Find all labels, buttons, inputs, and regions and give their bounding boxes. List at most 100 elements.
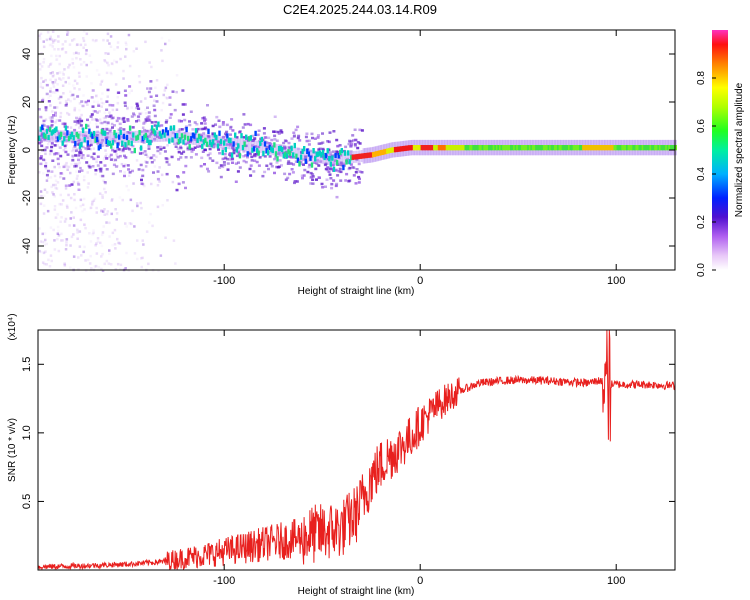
spectrogram-cloud-cell: [45, 173, 49, 177]
spectrogram-ridge-halo: [102, 131, 105, 144]
spectrogram-cloud-cell: [206, 144, 210, 148]
spectrogram-cloud-cell: [311, 136, 314, 140]
spectrogram-ridge-cell: [317, 151, 320, 157]
spectrogram-noise-cell: [104, 182, 107, 185]
spectrogram-ridge-cell: [635, 145, 638, 151]
spectrogram-cloud-cell: [44, 106, 48, 109]
spectrogram-ridge-cell: [605, 145, 608, 151]
spectrogram-cloud-cell: [80, 100, 84, 103]
spectrogram-cloud-cell: [147, 135, 151, 138]
spectrogram-noise-cell: [76, 237, 79, 240]
spectrogram-noise-cell: [160, 173, 164, 177]
spectrogram-noise-cell: [90, 267, 93, 270]
spectrogram-noise-cell: [100, 244, 104, 248]
spectrogram-ridge-cell: [575, 145, 579, 151]
spectrogram-noise-cell: [144, 108, 147, 111]
spectrogram-cloud-cell: [224, 132, 227, 136]
spectrogram-ridge-cell: [372, 152, 375, 158]
spectrogram-ridge-halo: [259, 141, 262, 154]
spectrogram-cloud-cell: [358, 177, 361, 181]
spectrogram-ridge-cell: [434, 145, 438, 151]
spectrogram-noise-cell: [144, 40, 147, 44]
spectrogram-ridge-cell: [571, 145, 574, 151]
spectrogram-ridge-halo: [111, 131, 114, 144]
spectrogram-noise-cell: [39, 82, 43, 85]
spectrogram-cloud-cell: [64, 150, 68, 154]
spectrogram-noise-cell: [160, 108, 163, 112]
spectrogram-cloud-cell: [317, 164, 321, 167]
spectrogram-cloud-cell: [251, 144, 254, 147]
spectrogram-cloud-cell: [345, 172, 349, 176]
spectrogram-noise-cell: [64, 187, 68, 190]
spectrogram-y-tick-label: -40: [21, 238, 33, 254]
spectrogram-noise-cell: [71, 39, 74, 42]
spectrogram-ridge-cell: [108, 140, 111, 147]
spectrogram-noise-cell: [107, 52, 110, 55]
spectrogram-cloud-cell: [286, 162, 290, 165]
spectrogram-cloud-cell: [265, 145, 269, 149]
spectrogram-cloud-cell: [101, 174, 105, 178]
spectrogram-ridge-cell: [229, 137, 232, 144]
spectrogram-ridge-cell: [293, 142, 296, 149]
spectrogram-ridge-cell: [483, 145, 486, 151]
spectrogram-cloud-cell: [296, 136, 300, 140]
spectrogram-cloud-cell: [301, 176, 304, 180]
spectrogram-noise-cell: [41, 97, 45, 101]
spectrogram-ridge-cell: [558, 145, 561, 151]
spectrogram-ridge-cell: [227, 137, 231, 143]
spectrogram-cloud-cell: [230, 118, 234, 121]
spectrogram-cloud-cell: [177, 119, 181, 122]
spectrogram-ridge-cell: [527, 145, 530, 151]
spectrogram-noise-cell: [100, 97, 103, 101]
spectrogram-noise-cell: [175, 90, 178, 94]
spectrogram-cloud-cell: [147, 115, 151, 118]
spectrogram-noise-cell: [46, 142, 50, 146]
spectrogram-noise-cell: [102, 102, 105, 105]
spectrogram-cloud-cell: [177, 130, 181, 133]
spectrogram-noise-cell: [98, 110, 101, 113]
spectrogram-cloud-cell: [106, 121, 110, 124]
spectrogram-ridge-cell: [383, 149, 386, 155]
spectrogram-noise-cell: [148, 221, 151, 224]
spectrogram-ridge-cell: [279, 145, 282, 152]
spectrogram-ridge-halo: [194, 133, 197, 146]
spectrogram-noise-cell: [52, 228, 55, 232]
spectrogram-noise-cell: [61, 239, 64, 242]
spectrogram-ridge-cell: [124, 142, 127, 148]
spectrogram-noise-cell: [66, 111, 69, 115]
spectrogram-noise-cell: [57, 234, 61, 237]
spectrogram-cloud-cell: [190, 147, 193, 151]
spectrogram-noise-cell: [41, 232, 44, 236]
spectrogram-cloud-cell: [61, 122, 65, 126]
spectrogram-noise-cell: [65, 30, 69, 33]
spectrogram-cloud-cell: [94, 169, 98, 172]
spectrogram-noise-cell: [55, 54, 58, 58]
spectrogram-ridge-halo: [304, 149, 307, 162]
spectrogram-cloud-cell: [150, 156, 154, 159]
spectrogram-noise-cell: [86, 136, 90, 140]
spectrogram-ridge-cell: [39, 126, 42, 132]
spectrogram-cloud-cell: [77, 188, 81, 191]
spectrogram-noise-cell: [61, 47, 65, 50]
spectrogram-ridge-cell: [332, 166, 336, 172]
spectrogram-cloud-cell: [57, 162, 60, 166]
spectrogram-noise-cell: [63, 163, 67, 167]
spectrogram-noise-cell: [84, 43, 87, 46]
spectrogram-cloud-cell: [243, 140, 247, 143]
spectrogram-ridge-cell: [585, 145, 588, 151]
spectrogram-noise-cell: [148, 91, 151, 95]
spectrogram-ridge-cell: [307, 151, 311, 157]
spectrogram-cloud-cell: [143, 120, 147, 124]
spectrogram-ridge-cell: [133, 147, 136, 154]
spectrogram-cloud-cell: [58, 119, 62, 122]
spectrogram-ridge-halo: [215, 135, 218, 148]
spectrogram-cloud-cell: [265, 164, 269, 167]
spectrogram-noise-cell: [116, 237, 119, 241]
spectrogram-ridge-halo: [229, 137, 232, 150]
spectrogram-ridge-cell: [419, 145, 422, 151]
spectrogram-ridge-cell: [221, 149, 224, 156]
spectrogram-noise-cell: [48, 37, 52, 41]
spectrogram-cloud-cell: [327, 170, 331, 173]
spectrogram-cloud-cell: [229, 133, 232, 136]
spectrogram-cloud-cell: [99, 170, 103, 173]
